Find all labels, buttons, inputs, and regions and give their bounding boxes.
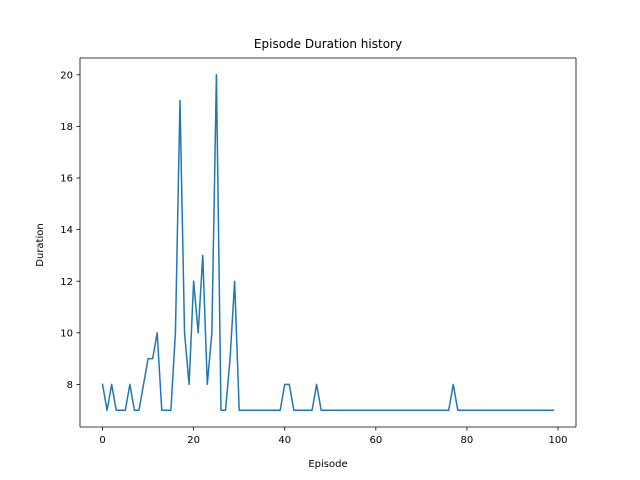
y-tick-label: 14	[60, 225, 73, 236]
y-tick-label: 10	[60, 328, 73, 339]
x-tick-label: 0	[99, 435, 105, 446]
x-tick-label: 80	[461, 435, 474, 446]
series-line-0	[101, 74, 555, 411]
y-tick-label: 12	[60, 277, 73, 288]
y-tick-label: 8	[67, 380, 73, 391]
y-axis-title: Duration	[35, 223, 46, 266]
y-tick-label: 16	[60, 174, 73, 185]
plot-area: 0 20 40 60 80 100 8 10 12 14 16 18 20	[60, 57, 577, 446]
y-tick-label: 20	[60, 70, 73, 81]
x-tick-label: 20	[187, 435, 200, 446]
x-tick-label: 60	[369, 435, 382, 446]
x-tick-label: 100	[548, 435, 567, 446]
y-tick-label: 18	[60, 122, 73, 133]
chart-title: Episode Duration history	[254, 37, 402, 51]
x-axis-title: Episode	[308, 459, 347, 470]
x-tick-label: 40	[278, 435, 291, 446]
